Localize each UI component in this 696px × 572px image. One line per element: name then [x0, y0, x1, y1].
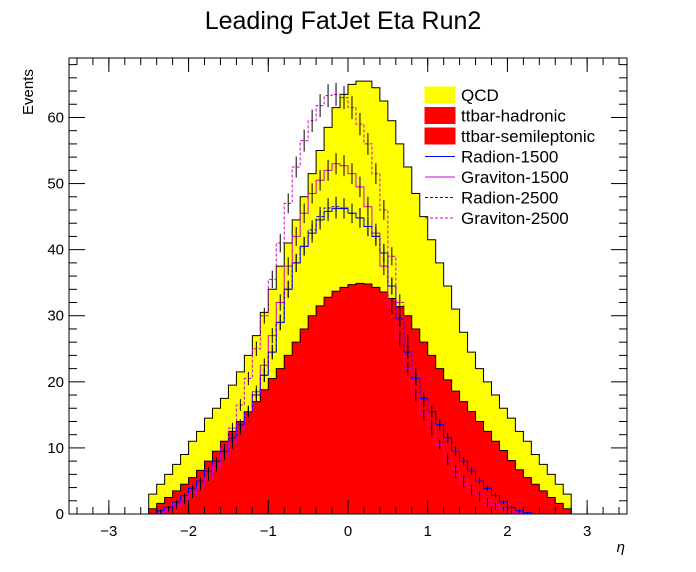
- x-tick-label: −3: [100, 523, 117, 540]
- legend-label: Radion-2500: [461, 189, 558, 208]
- x-tick-label: 1: [424, 523, 432, 540]
- x-tick-label: 3: [583, 523, 591, 540]
- y-tick-label: 20: [47, 374, 64, 391]
- legend-entry: ttbar-semileptonic: [424, 127, 596, 146]
- legend-entry: QCD: [424, 86, 499, 105]
- legend-entry: Radion-1500: [425, 148, 558, 167]
- legend-label: Radion-1500: [461, 148, 558, 167]
- y-tick-label: 10: [47, 440, 64, 457]
- legend-label: ttbar-hadronic: [461, 107, 566, 126]
- legend-entry: Graviton-1500: [425, 168, 569, 187]
- y-tick-label: 60: [47, 109, 64, 126]
- x-tick-label: 2: [503, 523, 511, 540]
- legend-entry: Graviton-2500: [425, 209, 569, 228]
- y-tick-label: 40: [47, 242, 64, 259]
- plot-area: [148, 80, 572, 515]
- y-axis-label: Events: [20, 69, 37, 115]
- y-tick-label: 30: [47, 308, 64, 325]
- x-tick-label: −1: [260, 523, 277, 540]
- legend-label: ttbar-semileptonic: [461, 127, 596, 146]
- x-tick-label: −2: [180, 523, 197, 540]
- y-tick-label: 50: [47, 176, 64, 193]
- x-tick-label: 0: [344, 523, 352, 540]
- series-Graviton-2500: [148, 82, 572, 515]
- legend-entry: ttbar-hadronic: [424, 107, 566, 126]
- y-tick-label: 0: [56, 506, 64, 523]
- x-axis-label: η: [617, 539, 625, 556]
- legend-swatch: [424, 107, 456, 124]
- legend-label: QCD: [461, 86, 499, 105]
- legend-label: Graviton-1500: [461, 168, 569, 187]
- legend-swatch: [424, 86, 456, 104]
- chart-title: Leading FatJet Eta Run2: [205, 7, 482, 35]
- legend-swatch: [424, 127, 456, 145]
- legend-label: Graviton-2500: [461, 209, 569, 228]
- series-line-Graviton-1500: [148, 163, 572, 515]
- legend-entry: Radion-2500: [425, 189, 558, 208]
- series-Radion-2500: [148, 196, 572, 515]
